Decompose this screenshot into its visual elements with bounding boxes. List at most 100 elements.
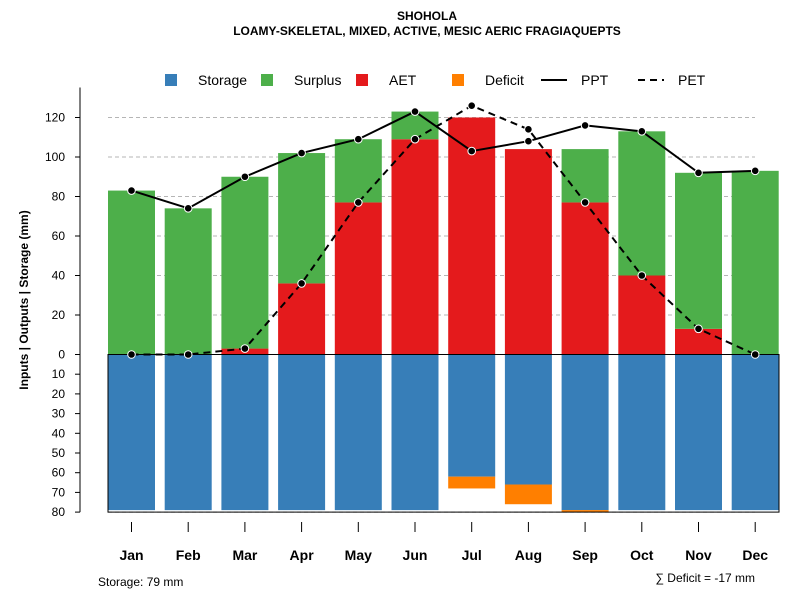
point-ppt-aug <box>524 136 533 146</box>
legend-label-ppt: PPT <box>581 72 609 88</box>
legend-label-surplus: Surplus <box>294 72 341 88</box>
y-tick-label: 50 <box>52 446 66 460</box>
x-tick-label-nov: Nov <box>685 547 712 563</box>
point-pet-aug <box>524 125 533 134</box>
bar-storage-sep <box>561 354 609 511</box>
y-tick-label: 80 <box>52 505 66 519</box>
chart-title: SHOHOLA <box>397 9 457 23</box>
point-ppt-oct <box>637 127 647 136</box>
bar-storage-mar <box>221 354 269 511</box>
bar-deficit-aug <box>504 484 552 505</box>
x-tick-label-mar: Mar <box>232 547 257 563</box>
point-ppt-dec <box>750 166 760 176</box>
bar-surplus-feb <box>164 208 212 355</box>
point-pet-may <box>354 198 363 207</box>
x-tick-label-jan: Jan <box>119 547 143 563</box>
legend: Storage Surplus AET Deficit PPT PET <box>165 72 706 88</box>
y-axis-label: Inputs | Outputs | Storage (mm) <box>17 210 31 389</box>
bar-storage-oct <box>618 354 666 511</box>
x-tick-label-dec: Dec <box>742 547 768 563</box>
bar-storage-may <box>334 354 382 511</box>
x-tick-label-aug: Aug <box>515 547 542 563</box>
bar-deficit-jul <box>448 476 496 489</box>
bar-aet-jul <box>448 117 496 355</box>
bar-aet-oct <box>618 275 666 355</box>
point-pet-oct <box>637 271 647 280</box>
point-ppt-jul <box>467 146 477 156</box>
bar-aet-jun <box>391 139 439 355</box>
point-ppt-apr <box>297 148 306 158</box>
legend-swatch-surplus <box>261 74 273 86</box>
point-pet-jan <box>127 350 136 359</box>
point-pet-jun <box>410 134 420 144</box>
bar-storage-feb <box>164 354 212 511</box>
x-tick-label-jul: Jul <box>462 547 482 563</box>
bar-surplus-jan <box>108 190 155 355</box>
legend-swatch-storage <box>165 74 177 86</box>
bar-surplus-may <box>334 139 382 203</box>
y-tick-label: 20 <box>52 308 66 322</box>
legend-swatch-aet <box>356 74 368 86</box>
deficit-note: ∑ Deficit = -17 mm <box>655 571 755 585</box>
y-tick-label: 60 <box>52 229 66 243</box>
y-tick-label: 30 <box>52 407 66 421</box>
point-pet-apr <box>297 279 306 288</box>
axes: 0 20 40 60 80 100 120 10 20 30 40 50 60 70 80 Jan Feb Mar… <box>45 87 780 563</box>
bar-surplus-nov <box>675 172 722 329</box>
legend-label-pet: PET <box>678 72 706 88</box>
point-pet-mar <box>240 344 250 353</box>
y-tick-label: 70 <box>52 485 66 499</box>
point-ppt-mar <box>240 172 250 182</box>
legend-label-storage: Storage <box>198 72 247 88</box>
y-tick-label: 40 <box>52 426 66 440</box>
bar-aet-aug <box>504 149 552 355</box>
bar-storage-nov <box>675 354 722 511</box>
y-tick-label: 20 <box>52 387 66 401</box>
bar-aet-sep <box>561 202 609 355</box>
legend-swatch-deficit <box>452 74 464 86</box>
y-tick-label: 60 <box>52 466 66 480</box>
y-tick-label: 40 <box>52 269 66 283</box>
bar-surplus-sep <box>561 149 609 203</box>
x-tick-label-jun: Jun <box>403 547 428 563</box>
point-ppt-feb <box>183 204 193 213</box>
legend-label-deficit: Deficit <box>485 72 524 88</box>
point-pet-feb <box>183 350 193 359</box>
x-tick-label-may: May <box>345 547 372 563</box>
x-tick-label-sep: Sep <box>572 547 598 563</box>
bar-surplus-mar <box>221 176 269 349</box>
bar-aet-may <box>334 202 382 355</box>
point-pet-jul <box>467 101 477 110</box>
storage-note: Storage: 79 mm <box>98 575 183 589</box>
y-tick-label: 80 <box>52 190 66 204</box>
bar-storage-jun <box>391 354 439 511</box>
bar-storage-aug <box>504 354 552 485</box>
x-tick-label-apr: Apr <box>290 547 315 563</box>
chart-subtitle: LOAMY-SKELETAL, MIXED, ACTIVE, MESIC AER… <box>233 24 621 38</box>
series-lines <box>127 101 760 359</box>
point-ppt-jun <box>410 107 420 116</box>
x-tick-label-oct: Oct <box>630 547 654 563</box>
legend-label-aet: AET <box>389 72 417 88</box>
line-pet <box>131 104 756 356</box>
bar-surplus-apr <box>278 153 326 284</box>
bar-storage-dec <box>731 354 779 511</box>
point-ppt-nov <box>694 168 703 178</box>
y-tick-label: 120 <box>45 111 65 125</box>
point-ppt-sep <box>580 121 590 130</box>
y-tick-label: 100 <box>45 150 65 164</box>
bars <box>108 111 779 513</box>
y-tick-label: 0 <box>58 348 65 362</box>
bar-surplus-dec <box>731 170 779 355</box>
bar-storage-jan <box>108 354 155 511</box>
bar-surplus-jun <box>391 111 439 140</box>
y-tick-label: 10 <box>52 367 66 381</box>
point-ppt-may <box>354 134 363 144</box>
point-ppt-jan <box>127 186 136 195</box>
point-pet-dec <box>750 350 760 359</box>
line-ppt <box>131 110 756 210</box>
point-pet-sep <box>580 198 590 207</box>
bar-storage-apr <box>278 354 326 511</box>
bar-deficit-sep <box>561 510 609 513</box>
bar-surplus-oct <box>618 131 666 276</box>
